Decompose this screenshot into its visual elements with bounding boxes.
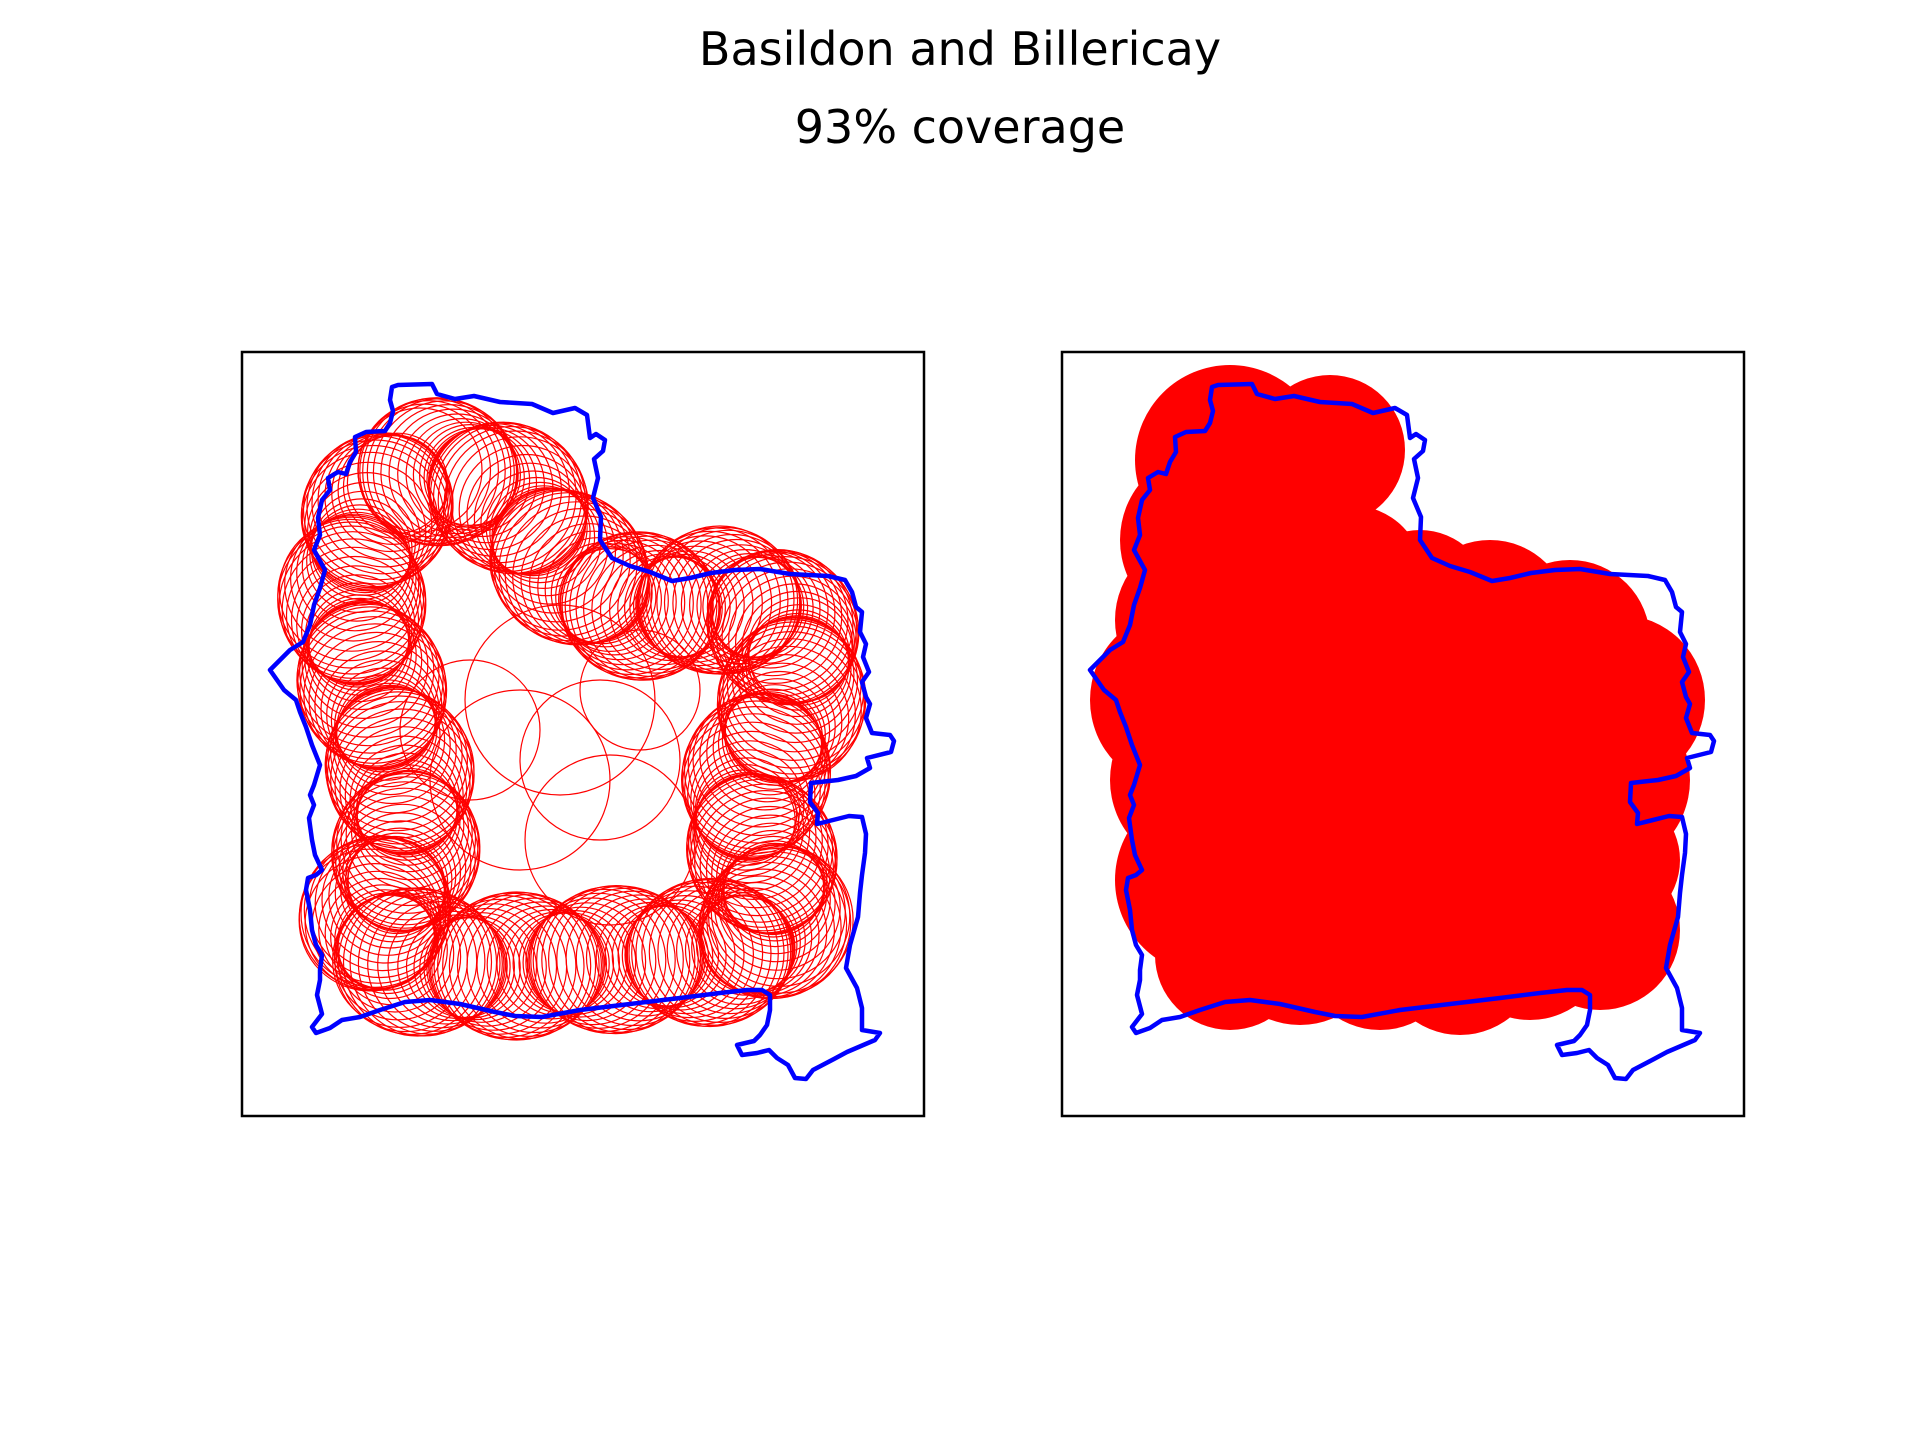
coverage-circle [324,691,472,839]
coverage-circle [296,606,444,754]
coverage-circle [532,888,676,1033]
coverage-circle [354,769,465,881]
coverage-circle [278,518,422,662]
coverage-circle [332,787,476,931]
coverage-circle [493,492,643,642]
coverage-circle-filled [1370,740,1590,960]
coverage-circle [628,881,772,1025]
coverage-circle [684,721,821,859]
coverage-circle [330,667,436,773]
coverage-circle [681,713,826,857]
coverage-circle [745,612,850,718]
coverage-circle [528,897,657,1026]
coverage-circle [489,489,631,631]
coverage-circle [557,547,662,652]
coverage-circle [519,679,681,841]
coverage-circle [741,615,852,725]
coverage-circle [429,689,611,871]
coverage-circle [296,565,416,685]
coverage-circle [307,472,427,592]
circles-filled-panel [1060,350,1746,1118]
coverage-circle [357,891,501,1035]
coverage-circle [333,773,481,921]
coverage-circle [692,749,805,861]
coverage-circle [330,708,474,852]
coverage-circle [349,744,461,856]
coverage-circle [579,629,701,751]
constituency-boundary [267,381,897,1082]
coverage-circle [666,887,794,1015]
coverage-circle [299,616,448,764]
coverage-circle [530,892,667,1029]
coverage-circle [353,752,459,858]
coverage-circle [631,879,779,1027]
coverage-circle [464,604,656,796]
coverage-circle [332,685,451,805]
coverage-circles-outline [277,397,867,1041]
coverage-filled-area [1090,365,1705,1035]
coverage-circle [489,481,591,584]
coverage-circle [346,432,449,534]
coverage-circle [357,400,499,542]
coverage-circle [491,485,596,589]
coverage-circle [325,695,475,845]
coverage-circle [428,907,547,1027]
coverage-circle [346,832,449,935]
coverage-circle [277,521,425,669]
coverage-circle [433,894,577,1038]
coverage-circle [413,916,516,1019]
coverage-circle [575,894,703,1022]
coverage-circle [289,514,417,642]
coverage-circle [657,883,793,1020]
coverage-circle [635,550,745,660]
coverage-circle [706,846,854,994]
coverage-circle [429,903,558,1031]
coverage-circle [624,899,736,1011]
coverage-circle [687,778,837,928]
coverage-circle [685,775,834,923]
coverage-circle [556,887,699,1031]
coverage-circle [536,886,684,1034]
coverage-circle [419,424,522,527]
coverage-circle [490,489,638,637]
figure-title: Basildon and Billericay [698,22,1222,76]
constituency-boundary [1087,381,1717,1082]
coverage-circle [716,630,865,779]
coverage-circle [722,842,828,948]
coverage-circle [337,894,443,1000]
coverage-circle [325,688,468,832]
coverage-circle [314,640,443,769]
coverage-circle [301,574,413,686]
coverage-circle [626,885,764,1023]
coverage-circle [621,902,727,1008]
coverage-circle [544,537,651,643]
coverage-circle [711,551,829,669]
coverage-circle [595,901,707,1013]
coverage-circle [585,898,705,1017]
coverage-circle [285,546,423,684]
coverage-circle [486,905,605,1024]
coverage-circle [707,552,858,702]
circles-outline-panel [240,350,926,1118]
coverage-subtitle: 93% coverage [794,100,1126,154]
coverage-circle-filled [1190,710,1410,930]
coverage-circle [284,516,420,652]
coverage-circle [399,659,541,801]
coverage-circle [442,891,592,1041]
coverage-circle [569,532,718,681]
coverage-circle [524,754,696,926]
coverage-circle-filled [1210,440,1370,600]
coverage-circle [692,692,828,828]
coverage-circle [342,434,448,539]
coverage-circle [525,906,637,1018]
coverage-circle [522,909,628,1015]
coverage-circle [377,901,505,1029]
coverage-circle [290,555,420,685]
coverage-circle [731,616,859,744]
coverage-circle [485,476,588,579]
